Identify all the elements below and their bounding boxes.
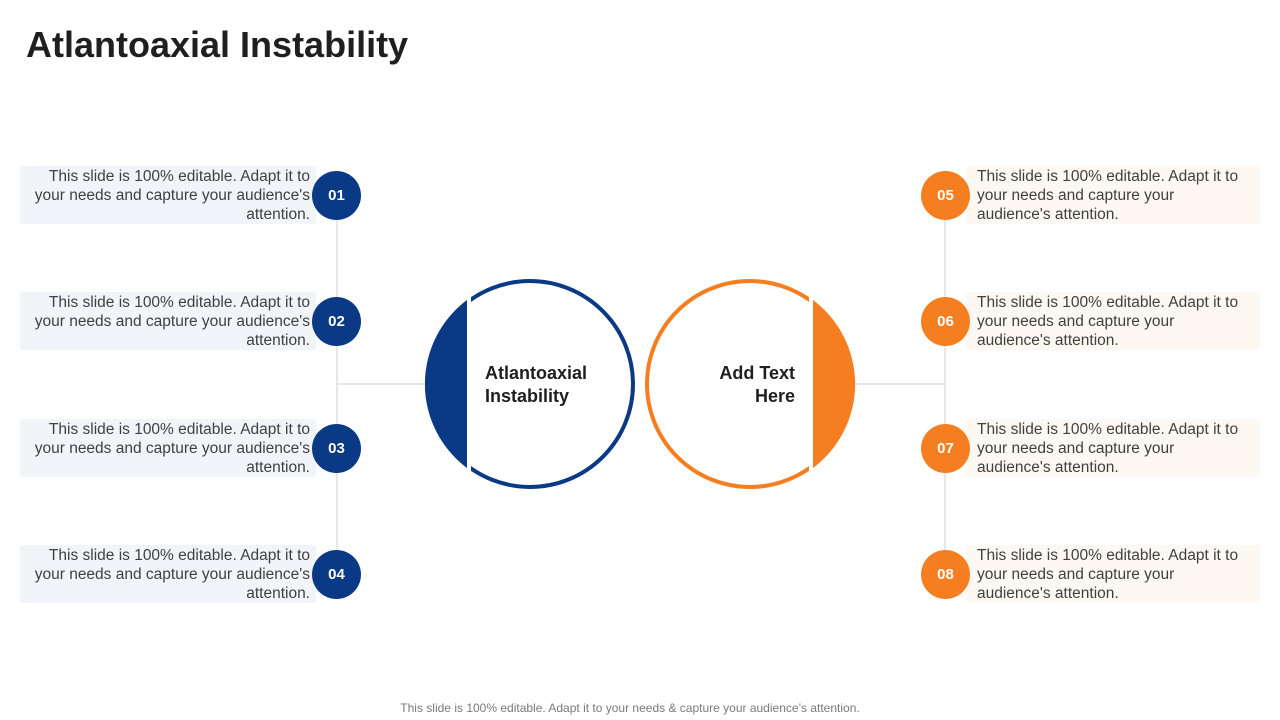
right-circle-label: Add Text Here [719,363,795,406]
badge-01: 01 [312,171,361,220]
badge-06: 06 [921,297,970,346]
left-circle-label: Atlantoaxial Instability [485,363,588,406]
left-item-text-1: This slide is 100% editable. Adapt it to… [20,166,316,224]
left-item-text-2: This slide is 100% editable. Adapt it to… [20,292,316,350]
badge-05: 05 [921,171,970,220]
footer-note: This slide is 100% editable. Adapt it to… [400,701,860,715]
badge-07: 07 [921,424,970,473]
right-item-text-7: This slide is 100% editable. Adapt it to… [966,419,1260,477]
right-item-text-5: This slide is 100% editable. Adapt it to… [966,166,1260,224]
badge-04: 04 [312,550,361,599]
badge-02: 02 [312,297,361,346]
right-item-text-6: This slide is 100% editable. Adapt it to… [966,292,1260,350]
left-item-text-4: This slide is 100% editable. Adapt it to… [20,545,316,603]
page-title: Atlantoaxial Instability [26,24,409,65]
right-circle-segment [811,299,856,469]
badge-08: 08 [921,550,970,599]
badge-03: 03 [312,424,361,473]
left-item-text-3: This slide is 100% editable. Adapt it to… [20,419,316,477]
right-item-text-8: This slide is 100% editable. Adapt it to… [966,545,1260,603]
left-circle-segment [424,299,469,469]
